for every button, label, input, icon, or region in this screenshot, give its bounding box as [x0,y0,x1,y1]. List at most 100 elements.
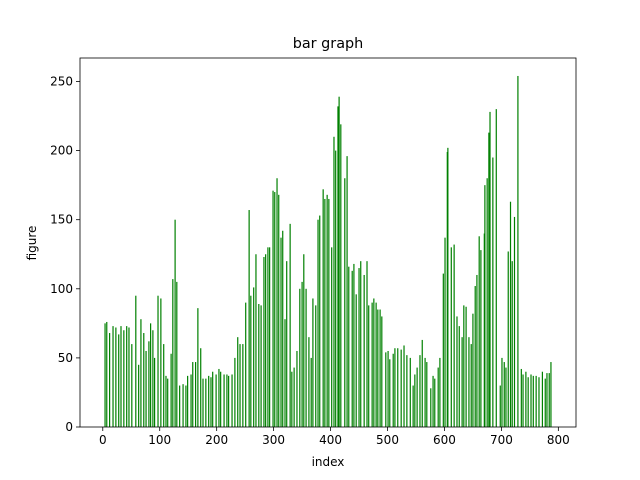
bar [115,327,117,427]
plot-frame [79,57,577,428]
x-tick-label: 200 [205,433,228,447]
bar [112,326,114,427]
y-tick-label: 150 [50,213,73,227]
bar [289,223,291,427]
bar [406,355,408,427]
bar [319,215,321,427]
bar [432,375,434,427]
bar [182,384,184,427]
bar [272,190,274,427]
bar [131,344,133,427]
bar [353,263,355,427]
bar [185,385,187,427]
bar [387,350,389,427]
bar [220,371,222,427]
bar [331,247,333,427]
bar [468,337,470,427]
bar [348,266,350,427]
bar [400,349,402,427]
bar [414,374,416,427]
bar [269,247,271,427]
bar [153,357,156,427]
bar [544,378,546,427]
bar [296,350,298,427]
bar [548,373,550,427]
bar [228,375,230,427]
bar [145,350,147,427]
bar [192,362,194,427]
bar [120,326,122,427]
bar [495,109,497,428]
bar [231,374,233,427]
x-tick-label: 800 [547,433,570,447]
bar [461,337,463,427]
bar [484,185,486,427]
bar [527,377,529,427]
bar [397,348,399,427]
bar [416,367,418,427]
bar [109,333,111,427]
bar [392,353,394,427]
bar [234,357,236,427]
bar [265,254,267,427]
bar [480,250,482,427]
bar [280,237,282,427]
bar [363,274,365,427]
bar [381,316,383,427]
bar [291,371,293,427]
bar [143,333,145,427]
bar [530,374,532,427]
bar [237,337,239,427]
bar [525,371,527,427]
bar [360,261,362,427]
bar [453,244,455,427]
bar [463,305,465,427]
bar [150,323,152,427]
bar [379,309,381,427]
bar [439,357,441,427]
bar [308,337,310,427]
bar [324,198,326,427]
bar [250,295,252,427]
bar [303,254,305,427]
bar [532,375,534,427]
bar [104,323,106,427]
bar [377,309,379,427]
bar [135,295,137,427]
bar [470,344,472,427]
y-axis-label: figure [25,226,39,261]
bar [430,388,432,427]
bar [511,261,513,427]
bar [389,359,391,427]
bar [505,367,507,427]
bar [371,302,373,427]
bar [310,357,312,427]
bar [550,362,552,427]
bar [328,198,330,427]
bar [200,348,202,427]
bar [165,375,167,427]
bar [465,306,467,427]
bar [412,385,414,427]
bar [160,298,162,427]
bar [366,261,368,427]
bar [403,345,405,427]
bar [426,362,428,427]
bar [187,375,189,427]
bar [326,194,328,427]
bar [140,319,142,427]
bar [215,374,217,427]
bar [368,305,370,427]
bar [152,330,154,427]
bar [507,251,509,427]
bar [148,341,150,427]
bar [442,273,444,427]
x-tick-label: 300 [262,433,285,447]
bar [351,270,353,427]
bar [409,357,411,427]
x-tick-label: 400 [319,433,342,447]
y-tick-label: 50 [58,351,73,365]
bar [299,288,301,427]
bar [276,178,278,427]
bar [170,353,172,427]
